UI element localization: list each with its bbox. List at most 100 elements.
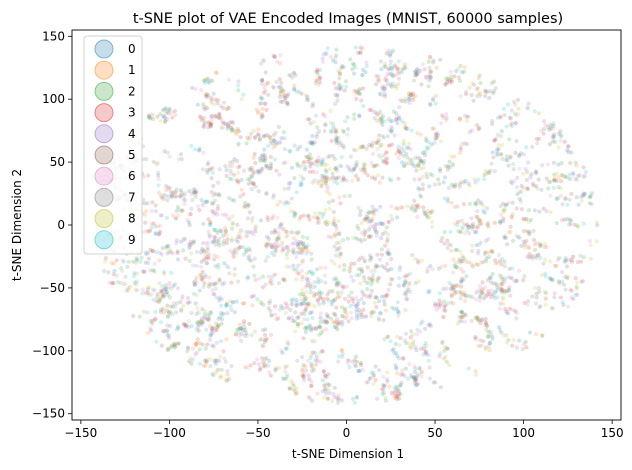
scatter-point xyxy=(257,276,262,281)
scatter-point xyxy=(267,358,272,363)
scatter-point xyxy=(123,274,128,279)
scatter-point xyxy=(547,142,553,147)
scatter-point xyxy=(401,283,406,288)
scatter-point xyxy=(331,222,336,227)
scatter-point xyxy=(393,394,399,399)
scatter-point xyxy=(201,150,206,155)
scatter-point xyxy=(396,76,402,81)
scatter-point xyxy=(493,86,498,91)
scatter-point xyxy=(174,190,179,195)
scatter-point xyxy=(109,261,114,266)
scatter-point xyxy=(156,183,161,188)
scatter-point xyxy=(224,302,229,307)
scatter-point xyxy=(242,333,247,338)
scatter-point xyxy=(531,228,536,233)
scatter-point xyxy=(392,62,398,67)
scatter-point xyxy=(500,156,505,162)
scatter-point xyxy=(382,383,387,388)
scatter-point xyxy=(228,299,233,304)
scatter-point xyxy=(187,212,192,217)
scatter-point xyxy=(456,229,461,234)
scatter-point xyxy=(216,358,221,364)
scatter-point xyxy=(285,374,290,379)
scatter-point xyxy=(176,341,181,346)
scatter-point xyxy=(475,215,480,220)
scatter-point xyxy=(440,339,445,344)
scatter-point xyxy=(520,185,526,190)
scatter-point xyxy=(517,189,522,195)
scatter-point xyxy=(138,259,143,264)
scatter-point xyxy=(152,269,157,274)
scatter-point xyxy=(198,319,203,324)
scatter-point xyxy=(395,67,400,72)
scatter-point xyxy=(385,72,390,77)
scatter-point xyxy=(382,337,387,342)
scatter-point xyxy=(393,84,398,89)
scatter-point xyxy=(202,281,207,286)
scatter-point xyxy=(149,209,154,214)
scatter-point xyxy=(287,264,292,269)
scatter-point xyxy=(394,86,399,91)
scatter-point xyxy=(371,163,376,168)
scatter-point xyxy=(251,232,256,237)
scatter-point xyxy=(189,206,194,211)
scatter-point xyxy=(353,355,358,360)
scatter-point xyxy=(299,311,304,316)
scatter-point xyxy=(528,330,533,335)
scatter-point xyxy=(263,88,268,93)
scatter-point xyxy=(428,54,433,59)
scatter-point xyxy=(286,248,291,253)
scatter-point xyxy=(372,268,377,273)
scatter-point xyxy=(273,368,278,373)
scatter-point xyxy=(428,263,433,269)
scatter-point xyxy=(266,236,271,241)
scatter-point xyxy=(356,50,361,56)
scatter-point xyxy=(300,246,305,251)
scatter-point xyxy=(563,174,568,179)
scatter-point xyxy=(286,342,291,347)
scatter-point xyxy=(210,331,215,336)
scatter-point xyxy=(510,343,515,348)
scatter-point xyxy=(154,294,160,300)
scatter-point xyxy=(465,118,470,123)
scatter-point xyxy=(361,255,366,260)
scatter-point xyxy=(203,104,208,109)
y-tick-label: 50 xyxy=(50,155,65,169)
scatter-point xyxy=(219,125,224,130)
scatter-point xyxy=(205,162,210,167)
scatter-point xyxy=(336,232,341,237)
scatter-point xyxy=(293,391,298,396)
scatter-point xyxy=(326,200,332,205)
scatter-point xyxy=(373,364,378,369)
scatter-point xyxy=(411,97,416,102)
scatter-point xyxy=(315,159,320,165)
scatter-point xyxy=(294,303,299,308)
scatter-point xyxy=(197,361,202,366)
scatter-point xyxy=(183,324,188,329)
scatter-point xyxy=(172,345,177,350)
scatter-point xyxy=(555,257,561,263)
scatter-point xyxy=(271,84,276,89)
scatter-point xyxy=(159,307,164,312)
scatter-point xyxy=(275,202,280,207)
scatter-point xyxy=(260,360,265,365)
scatter-point xyxy=(154,250,159,255)
scatter-point xyxy=(397,70,402,75)
scatter-point xyxy=(224,337,229,342)
scatter-point xyxy=(164,215,170,221)
scatter-point xyxy=(189,143,194,148)
scatter-point xyxy=(320,349,325,354)
scatter-point xyxy=(345,164,350,169)
scatter-point xyxy=(315,215,320,220)
scatter-point xyxy=(258,299,263,304)
scatter-point xyxy=(259,301,264,306)
scatter-point xyxy=(161,292,166,298)
scatter-point xyxy=(215,230,220,235)
scatter-point xyxy=(202,107,207,112)
scatter-point xyxy=(265,133,270,138)
scatter-point xyxy=(341,65,346,70)
scatter-point xyxy=(230,214,235,219)
scatter-point xyxy=(428,102,433,107)
scatter-point xyxy=(306,358,311,363)
scatter-point xyxy=(285,303,290,308)
